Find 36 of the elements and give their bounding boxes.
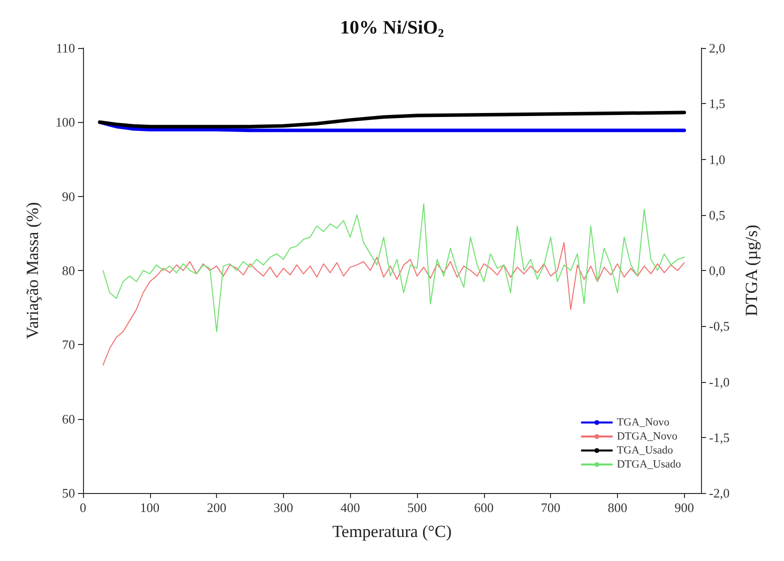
x-tick-label: 900 [674,500,694,515]
x-tick-label: 0 [80,500,86,515]
y2-tick-label: 1,0 [709,152,726,167]
y-tick-label: 50 [62,486,75,500]
x-tick-label: 100 [140,500,160,515]
y2-tick-label: 0,0 [709,263,726,278]
y2-tick-label: 0,5 [709,207,726,222]
x-tick-label: 600 [474,500,494,515]
y2-axis-title: DTGA (µg/s) [742,224,761,316]
y-tick-label: 90 [62,188,75,204]
x-tick-label: 500 [407,500,427,515]
x-tick-label: 700 [540,500,560,515]
x-tick-label: 200 [206,500,226,515]
legend-label: TGA_Usado [616,444,674,456]
x-axis-title: Temperatura (°C) [332,522,452,541]
x-tick-label: 800 [608,500,628,515]
line-series [98,110,686,128]
y2-tick-label: 2,0 [709,40,726,56]
x-tick-label: 300 [274,500,294,515]
y2-tick-label: -1,5 [709,430,730,445]
y-tick-label: 70 [62,337,75,352]
line-series [102,203,685,332]
y-tick-label: 60 [62,411,75,426]
y-axis-title: Variação Massa (%) [23,202,42,339]
legend-label: DTGA_Novo [616,430,678,442]
y-tick-label: 110 [56,40,75,56]
y2-tick-label: -1,0 [709,374,730,390]
y-tick-label: 100 [56,114,75,130]
y2-tick-label: -0,5 [709,318,730,334]
y-tick-label: 80 [62,263,75,278]
y2-tick-label: 1,5 [709,96,726,112]
x-tick-label: 400 [340,500,360,515]
legend-label: DTGA_Usado [616,458,682,470]
line-series [102,242,685,366]
legend-label: TGA_Novo [616,416,670,428]
y2-tick-label: -2,0 [709,486,730,500]
